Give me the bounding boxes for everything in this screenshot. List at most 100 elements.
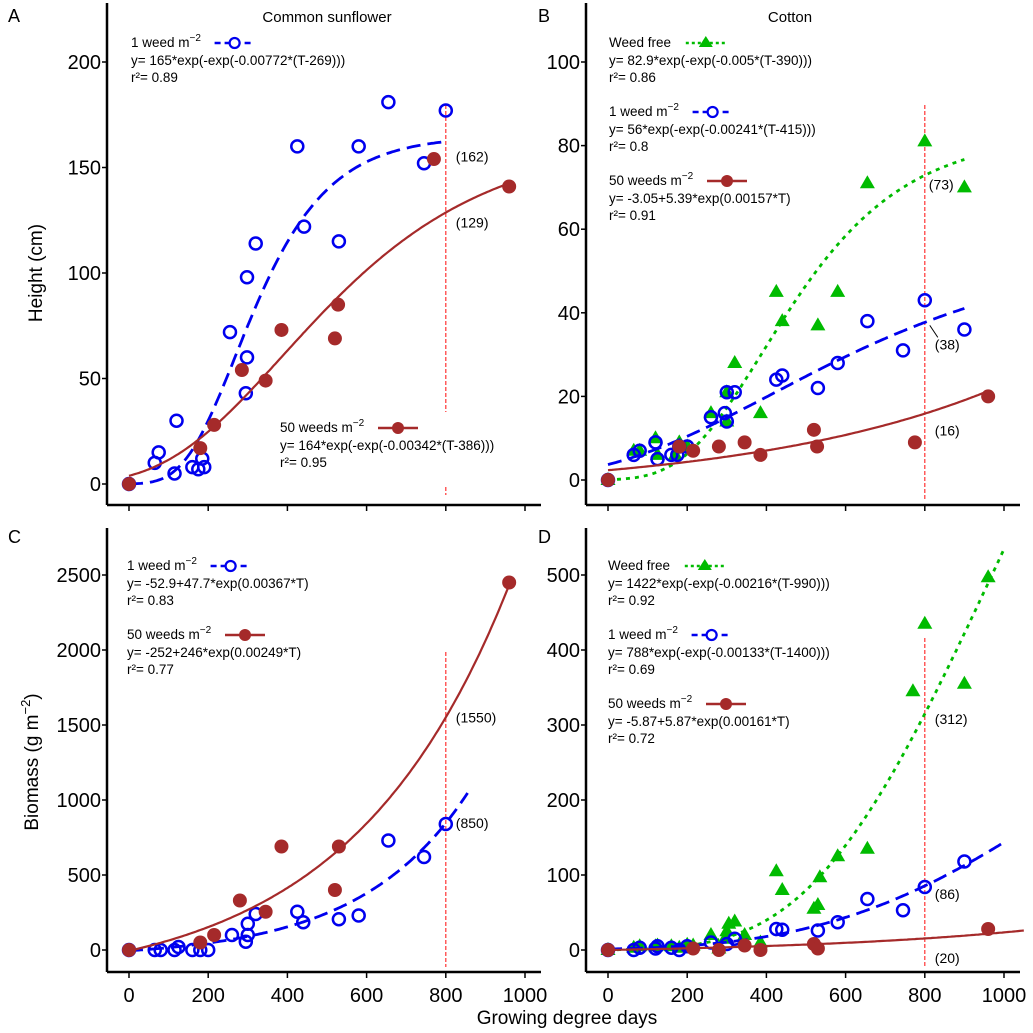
data-point xyxy=(381,833,396,848)
data-point xyxy=(234,363,249,378)
fit-curve xyxy=(607,158,965,482)
data-point xyxy=(327,331,342,346)
data-point xyxy=(711,943,726,957)
data-point xyxy=(768,283,784,297)
data-point xyxy=(774,922,790,937)
x-tick-label: 0 xyxy=(602,985,613,1007)
data-point xyxy=(957,322,972,337)
data-point xyxy=(830,848,846,862)
data-point xyxy=(810,439,825,454)
data-point xyxy=(753,943,768,957)
data-point xyxy=(122,477,136,491)
y-tick-label: 20 xyxy=(558,386,580,408)
annotation-label: (20) xyxy=(935,950,960,966)
legend-name: 50 weeds m xyxy=(609,173,682,188)
legend-key-marker xyxy=(228,36,241,50)
panel-letter: A xyxy=(8,6,20,26)
data-point xyxy=(239,269,255,285)
legend: Weed free y= 82.9*exp(-exp(-0.005*(T-390)… xyxy=(609,35,816,223)
data-point xyxy=(351,139,366,154)
legend-label: 50 weeds m−2 xyxy=(127,625,212,642)
data-point xyxy=(381,94,396,110)
legend-equation: y= -5.87+5.87*exp(0.00161*T) xyxy=(608,714,790,729)
data-point xyxy=(169,413,184,428)
data-point xyxy=(717,405,733,421)
data-point xyxy=(719,384,735,398)
y-tick-label: 500 xyxy=(68,865,101,887)
x-tick-label: 400 xyxy=(750,985,783,1007)
y-tick-label: 0 xyxy=(569,940,580,962)
panel-letter: B xyxy=(538,6,550,26)
data-point xyxy=(917,879,933,895)
annotation-label: (16) xyxy=(935,423,960,439)
data-point xyxy=(907,435,922,450)
panel-title: Cotton xyxy=(768,9,812,26)
y-axis-label-biomass-end: ) xyxy=(22,693,43,699)
fit-curve xyxy=(128,140,446,486)
data-point xyxy=(331,839,346,854)
data-point xyxy=(810,317,826,331)
panel-B: B Cotton 0 20 40 60 80 100 (73) (38) (16) Weed free… xyxy=(538,3,1020,511)
legend-r2: r²= 0.83 xyxy=(127,593,174,608)
legend-key-marker xyxy=(239,629,251,641)
data-point xyxy=(737,938,752,953)
legend: 1 weed m−2y= 165*exp(-exp(-0.00772*(T-26… xyxy=(131,33,494,470)
legend-sup: −2 xyxy=(667,625,679,636)
data-point xyxy=(122,943,136,957)
data-point xyxy=(171,939,186,955)
legend-sup: −2 xyxy=(190,33,202,44)
data-point xyxy=(727,931,742,946)
x-tick-label: 1000 xyxy=(503,985,548,1007)
y-axis-label-biomass: Biomass (g m−2) xyxy=(18,693,43,830)
data-point xyxy=(810,380,826,396)
y-tick-label: 0 xyxy=(90,474,101,496)
legend-r2: r²= 0.92 xyxy=(608,593,655,608)
data-point xyxy=(859,175,875,189)
x-tick-label: 800 xyxy=(429,985,462,1007)
data-point xyxy=(672,942,687,958)
y-axis-label-biomass-sup: −2 xyxy=(18,700,33,715)
legend-sup: −2 xyxy=(682,171,694,182)
data-point xyxy=(222,324,238,340)
data-point xyxy=(196,459,212,475)
y-tick-label: 500 xyxy=(547,565,580,587)
data-point xyxy=(232,893,247,908)
y-tick-label: 400 xyxy=(547,640,580,662)
data-point xyxy=(274,322,289,337)
data-point xyxy=(956,675,972,689)
legend-r2: r²= 0.72 xyxy=(608,731,655,746)
data-point xyxy=(980,569,996,583)
y-tick-label: 100 xyxy=(547,865,580,887)
legend-r2: r²= 0.77 xyxy=(127,662,174,677)
panel-C: C 0 500 1000 1500 2000 2500 0 200 400 600 800 1000 (8… xyxy=(8,527,547,1007)
y-tick-label: 60 xyxy=(558,219,580,241)
legend-key-marker xyxy=(720,698,732,710)
data-point xyxy=(753,447,768,462)
legend-r2: r²= 0.69 xyxy=(608,662,655,677)
x-tick-label: 0 xyxy=(123,985,134,1007)
data-point xyxy=(650,939,665,954)
data-point xyxy=(957,854,972,869)
panel-D: D 0 100 200 300 400 500 0 200 400 600 800 1000 (312) (… xyxy=(538,527,1026,1007)
data-point xyxy=(274,839,289,854)
annotation-label: (1550) xyxy=(456,709,496,725)
y-axis-label-biomass-main: Biomass (g m xyxy=(22,715,43,831)
annotation-label: (850) xyxy=(456,815,489,831)
legend-equation: y= 1422*exp(-exp(-0.00216*(T-990))) xyxy=(608,576,830,591)
legend-name: 50 weeds m xyxy=(608,696,681,711)
fit-curve xyxy=(128,584,511,952)
x-tick-label: 600 xyxy=(350,985,383,1007)
data-point xyxy=(719,384,735,400)
legend-r2: r²= 0.86 xyxy=(609,70,656,85)
data-point xyxy=(830,283,846,297)
x-axis-label: Growing degree days xyxy=(477,1008,658,1029)
legend-label: Weed free xyxy=(608,558,670,573)
legend-label: 1 weed m−2 xyxy=(131,33,201,50)
data-point xyxy=(327,883,342,897)
data-point xyxy=(686,941,701,956)
y-tick-label: 200 xyxy=(547,790,580,812)
y-tick-label: 200 xyxy=(68,52,101,74)
data-point xyxy=(502,179,517,194)
y-tick-label: 1500 xyxy=(57,715,102,737)
legend-label: 50 weeds m−2 xyxy=(280,418,365,435)
